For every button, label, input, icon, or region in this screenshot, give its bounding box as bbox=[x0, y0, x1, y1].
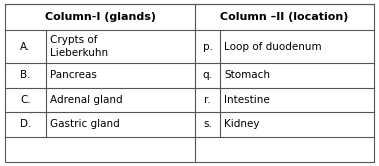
Text: Column –II (location): Column –II (location) bbox=[220, 12, 349, 22]
Text: p.: p. bbox=[203, 42, 213, 52]
Text: s.: s. bbox=[203, 120, 212, 129]
Text: A.: A. bbox=[20, 42, 30, 52]
Text: Pancreas: Pancreas bbox=[50, 71, 97, 81]
Text: Crypts of
Lieberkuhn: Crypts of Lieberkuhn bbox=[50, 35, 108, 58]
Text: C.: C. bbox=[20, 95, 31, 105]
Text: Adrenal gland: Adrenal gland bbox=[50, 95, 122, 105]
Text: Loop of duodenum: Loop of duodenum bbox=[224, 42, 322, 52]
Text: r.: r. bbox=[204, 95, 211, 105]
Text: Gastric gland: Gastric gland bbox=[50, 120, 119, 129]
Text: Column-I (glands): Column-I (glands) bbox=[44, 12, 155, 22]
Text: B.: B. bbox=[20, 71, 31, 81]
Text: Stomach: Stomach bbox=[224, 71, 270, 81]
Text: D.: D. bbox=[20, 120, 31, 129]
Text: q.: q. bbox=[203, 71, 213, 81]
Text: Kidney: Kidney bbox=[224, 120, 260, 129]
Text: Intestine: Intestine bbox=[224, 95, 270, 105]
